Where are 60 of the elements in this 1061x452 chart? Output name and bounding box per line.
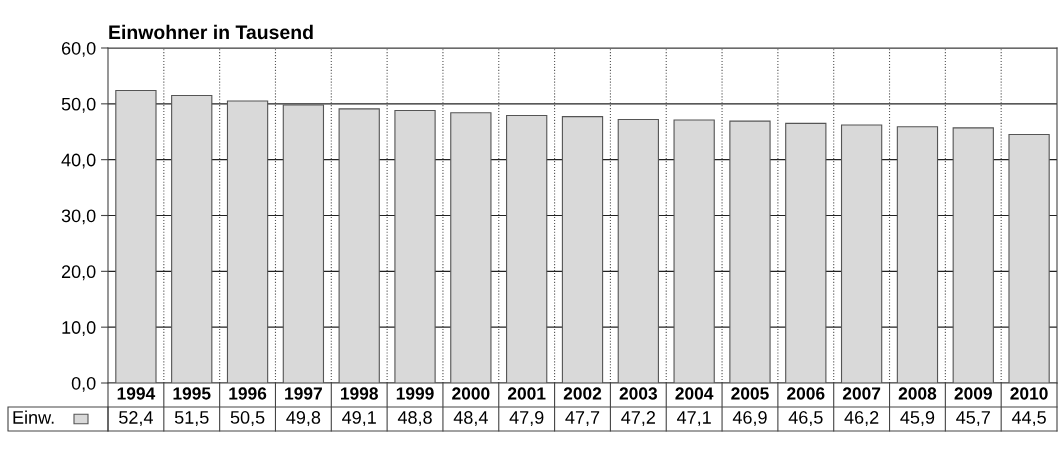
- y-tick-label: 30,0: [61, 209, 96, 225]
- bar: [338, 108, 380, 383]
- x-tick-label: 1998: [340, 387, 378, 400]
- data-label: 51,5: [174, 411, 209, 426]
- bar: [506, 115, 548, 383]
- data-label: 47,7: [565, 411, 600, 426]
- bar: [729, 120, 771, 383]
- x-tick-label: 2005: [731, 387, 769, 400]
- data-label: 46,2: [844, 411, 879, 426]
- x-tick-label: 1997: [285, 387, 322, 400]
- bar: [840, 124, 883, 383]
- x-tick-label: 2003: [619, 387, 658, 400]
- data-label: 49,8: [286, 411, 321, 426]
- bar: [394, 109, 436, 383]
- bar: [673, 119, 715, 383]
- x-tick-label: 2002: [563, 387, 602, 400]
- data-label: 47,9: [509, 411, 544, 426]
- bar: [226, 100, 269, 383]
- x-tick-label: 1996: [229, 387, 267, 400]
- data-label: 46,9: [732, 411, 767, 426]
- bar: [952, 127, 994, 383]
- x-tick-label: 2008: [898, 387, 937, 400]
- data-label: 47,2: [621, 411, 655, 426]
- y-tick-label: 50,0: [61, 97, 96, 113]
- y-tick-label: 60,0: [61, 41, 96, 57]
- bar: [617, 118, 659, 383]
- x-tick-label: 2007: [842, 387, 881, 400]
- bar: [115, 89, 157, 383]
- bar: [450, 112, 492, 383]
- x-tick-label: 2000: [452, 387, 490, 400]
- data-label: 52,4: [119, 411, 153, 426]
- data-label: 47,1: [676, 411, 711, 426]
- x-tick-label: 2009: [954, 387, 992, 400]
- x-tick-label: 2001: [507, 387, 546, 400]
- data-label: 50,5: [230, 411, 265, 426]
- x-tick-label: 1994: [117, 387, 156, 400]
- x-tick-label: 2004: [675, 387, 714, 400]
- y-tick-label: 0,0: [71, 376, 96, 392]
- bar: [171, 94, 213, 383]
- bar: [282, 104, 325, 383]
- bar: [1008, 133, 1050, 383]
- y-tick-label: 10,0: [62, 321, 96, 337]
- data-label: 49,1: [342, 411, 376, 426]
- data-label: 46,5: [788, 411, 823, 426]
- data-label: 45,9: [900, 411, 935, 426]
- data-label: 48,4: [453, 411, 488, 426]
- bar: [896, 126, 939, 383]
- x-tick-label: 2006: [787, 387, 825, 400]
- chart-title: Einwohner in Tausend: [109, 24, 313, 40]
- y-tick-label: 40,0: [61, 153, 96, 169]
- y-tick-label: 20,0: [61, 265, 96, 281]
- bar: [785, 122, 827, 383]
- data-label: 44,5: [1011, 411, 1046, 426]
- x-tick-label: 2010: [1010, 387, 1048, 400]
- legend-label: Einw.: [13, 410, 54, 424]
- bar: [561, 116, 604, 383]
- data-label: 48,8: [397, 411, 432, 426]
- x-tick-label: 1995: [173, 387, 211, 400]
- x-tick-label: 1999: [396, 387, 434, 400]
- data-label: 45,7: [956, 411, 990, 426]
